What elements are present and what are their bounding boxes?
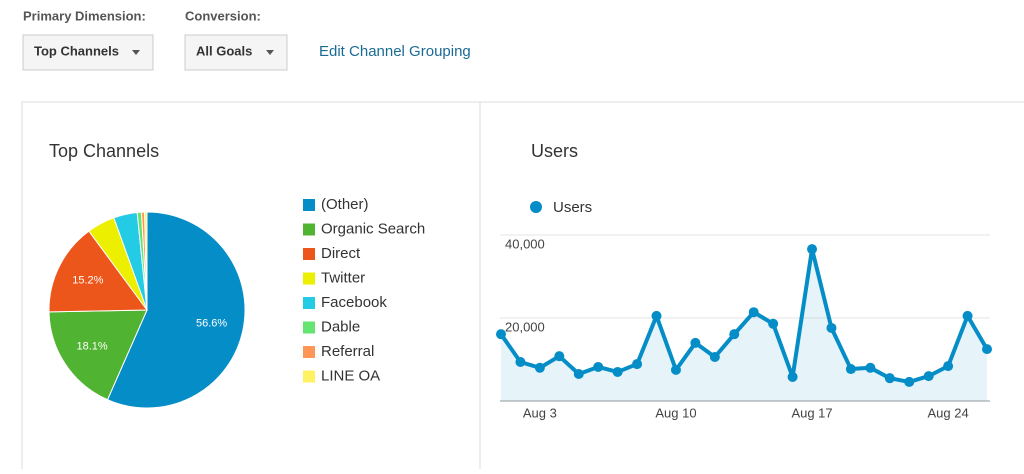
primary-value[interactable]: Top Channels	[34, 43, 119, 58]
slice-label: 18.1%	[76, 340, 107, 352]
point	[923, 371, 934, 382]
point	[534, 362, 545, 373]
point	[496, 329, 506, 340]
pie-slice	[144, 211, 148, 311]
y-tick-label: 20,000	[505, 319, 545, 334]
legend-label: Users	[553, 199, 592, 216]
legend-swatch	[303, 370, 315, 383]
point	[748, 307, 759, 318]
x-tick-label: Aug 24	[928, 405, 969, 420]
conversion-value[interactable]: All Goals	[196, 43, 252, 58]
dropdown-arrow	[132, 50, 140, 55]
point	[826, 322, 837, 333]
point	[768, 318, 779, 329]
point	[554, 351, 565, 362]
point	[515, 356, 526, 367]
dropdown-arrow	[266, 50, 274, 55]
legend-dot	[530, 201, 542, 213]
legend-label: Twitter	[321, 269, 365, 286]
slice-label: 15.2%	[72, 275, 103, 287]
legend-label: LINE OA	[321, 367, 380, 384]
point	[729, 329, 740, 340]
pie-slice	[48, 230, 148, 313]
line-title: Users	[531, 141, 578, 161]
slice-label: 56.6%	[196, 317, 227, 329]
pie-slice	[48, 309, 148, 401]
point	[670, 364, 681, 375]
y-tick-label: 40,000	[505, 236, 545, 251]
point	[904, 376, 915, 387]
legend-swatch	[303, 272, 315, 285]
x-tick-label: Aug 17	[791, 405, 832, 420]
pie-title: Top Channels	[49, 141, 159, 161]
legend-label: Direct	[321, 245, 361, 262]
legend-swatch	[303, 346, 315, 358]
primary-dropdown[interactable]	[22, 34, 154, 71]
point	[690, 337, 701, 348]
x-tick-label: Aug 10	[655, 405, 696, 420]
legend-swatch	[303, 248, 315, 260]
point	[962, 310, 973, 321]
legend-label: Facebook	[321, 294, 387, 311]
point	[612, 366, 623, 377]
legend-label: Dable	[321, 318, 360, 335]
panel-border	[21, 101, 1024, 469]
legend-swatch	[303, 223, 315, 236]
point	[884, 373, 895, 384]
x-tick-label: Aug 3	[523, 405, 557, 420]
point	[943, 361, 954, 372]
point	[807, 244, 818, 255]
legend-label: Referral	[321, 343, 374, 360]
point	[573, 369, 584, 380]
pie-slice	[106, 211, 246, 409]
legend-label: (Other)	[321, 196, 369, 213]
point	[982, 344, 992, 355]
legend-swatch	[303, 297, 315, 309]
legend-label: Organic Search	[321, 220, 425, 237]
conversion-label: Conversion:	[185, 8, 261, 23]
point	[845, 364, 856, 375]
primary-label: Primary Dimension:	[23, 8, 146, 23]
edit-link[interactable]: Edit Channel Grouping	[319, 43, 471, 60]
point	[787, 371, 798, 382]
point	[593, 361, 604, 372]
point	[865, 362, 876, 373]
point	[709, 352, 720, 363]
legend-swatch	[303, 321, 315, 334]
point	[632, 359, 643, 370]
legend-swatch	[303, 199, 315, 211]
point	[651, 310, 662, 321]
